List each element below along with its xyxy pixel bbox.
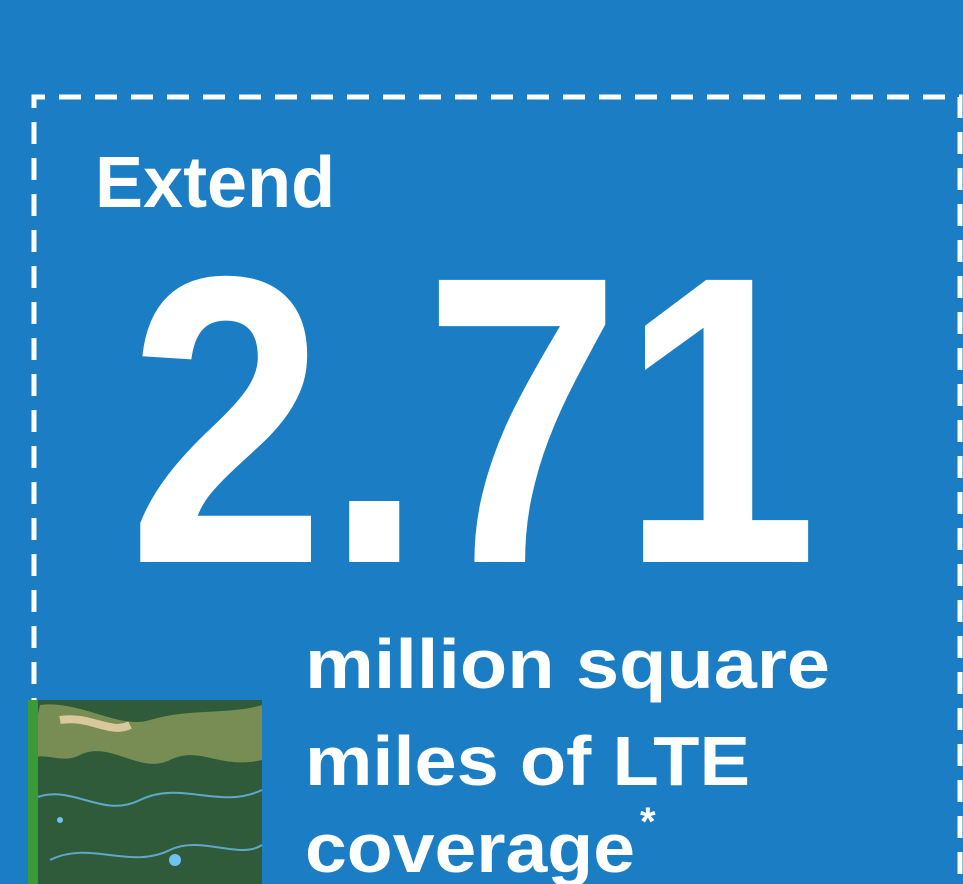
big-figure: 2.71 (128, 191, 818, 649)
caption-line: coverage (305, 809, 635, 884)
caption-line: million square (305, 625, 830, 703)
page: Extend 2.71 million square miles of LTE … (0, 0, 963, 884)
footnote-mark: * (640, 800, 656, 844)
map-thumbnail (28, 700, 262, 884)
caption-line: miles of LTE (305, 722, 750, 800)
infographic: Extend 2.71 million square miles of LTE … (0, 0, 963, 884)
